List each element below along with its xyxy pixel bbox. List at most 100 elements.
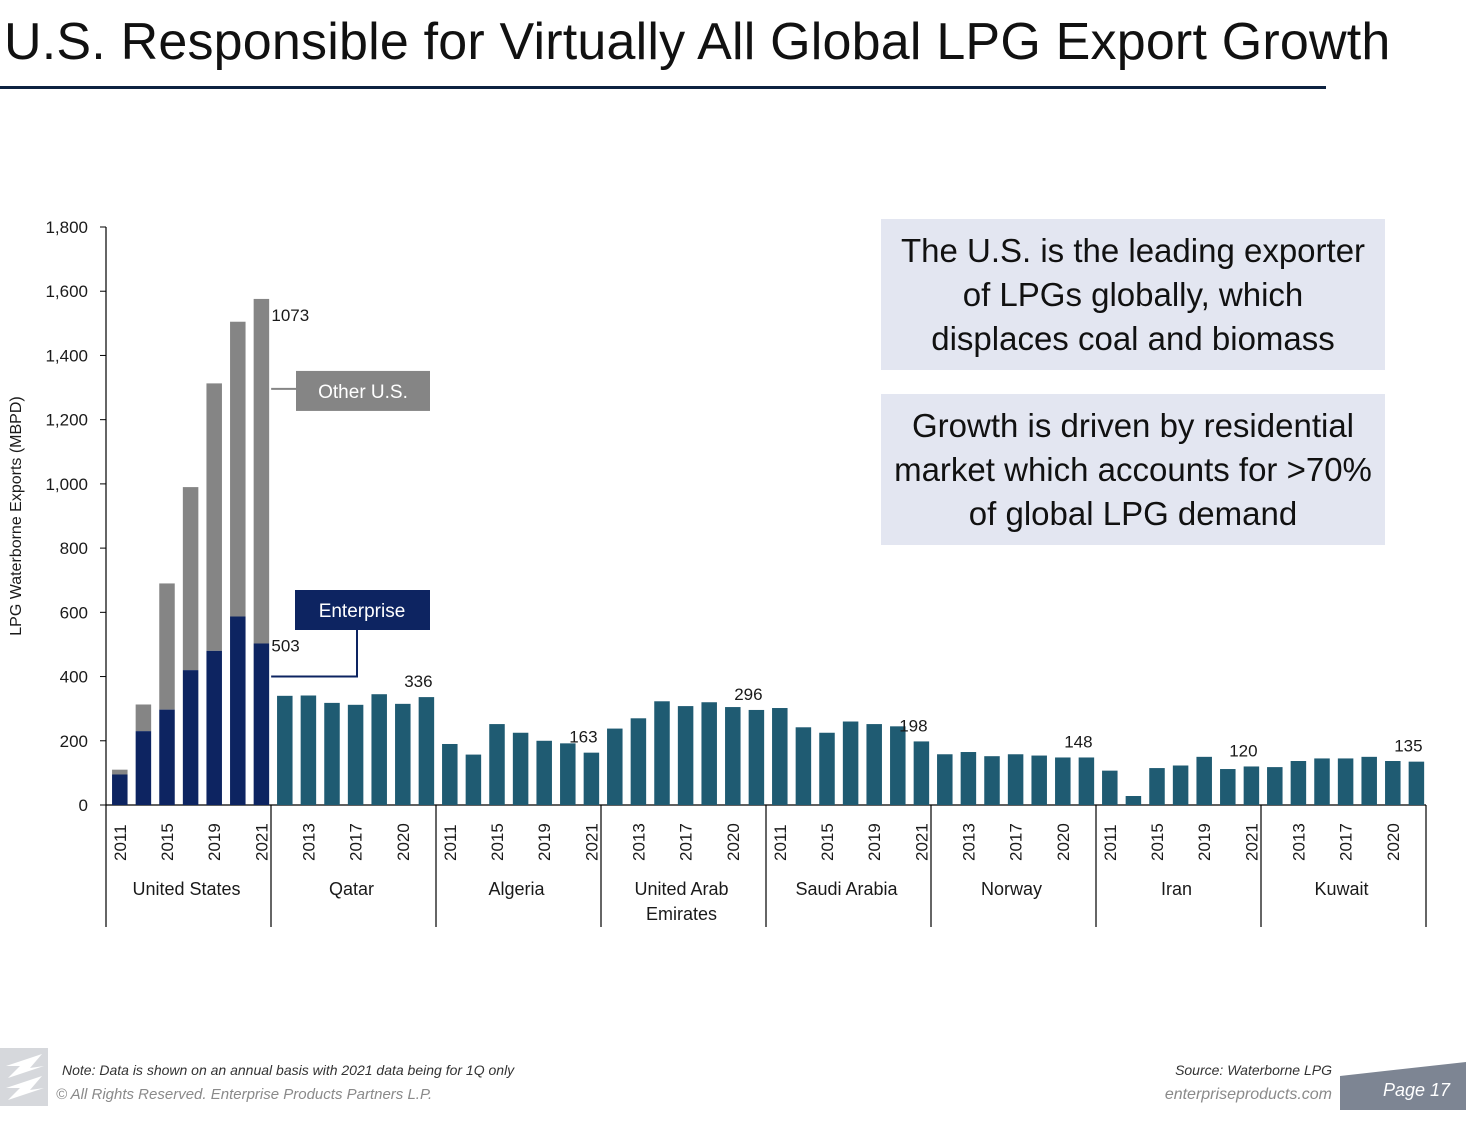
x-tick-year-label: 2013: [299, 823, 318, 861]
x-tick-year-label: 2013: [959, 823, 978, 861]
data-label: 120: [1229, 741, 1257, 760]
y-tick-label: 200: [60, 732, 88, 751]
y-tick-label: 400: [60, 668, 88, 687]
bar-kuwait: [1314, 758, 1330, 805]
x-tick-year-label: 2019: [205, 823, 224, 861]
callout-residential-growth: Growth is driven by residential market w…: [881, 394, 1385, 545]
x-tick-year-label: 2020: [724, 823, 743, 861]
bar-algeria: [512, 732, 529, 805]
bar-qatar: [300, 695, 317, 805]
bar-iran: [1125, 796, 1142, 805]
copyright: © All Rights Reserved. Enterprise Produc…: [56, 1086, 433, 1103]
x-tick-year-label: 2013: [629, 823, 648, 861]
y-tick-label: 1,800: [45, 218, 88, 237]
bar-iran: [1243, 766, 1260, 805]
bar-united-arab-emirates: [748, 709, 765, 805]
group-label: Norway: [981, 879, 1042, 899]
bar-saudi-arabia: [842, 721, 859, 805]
bar-enterprise: [112, 774, 128, 805]
bar-kuwait: [1408, 761, 1425, 805]
x-tick-year-label: 2017: [347, 823, 366, 861]
bar-qatar: [324, 702, 340, 805]
footnote: Note: Data is shown on an annual basis w…: [62, 1062, 515, 1078]
x-tick-year-label: 2015: [488, 823, 507, 861]
x-tick-year-label: 2015: [1148, 823, 1167, 861]
legend-box-enterprise: [295, 590, 430, 630]
data-label: 198: [899, 716, 927, 735]
data-label: 135: [1394, 737, 1422, 756]
x-tick-year-label: 2017: [1007, 823, 1026, 861]
bar-other-us: [253, 298, 270, 644]
bar-iran: [1220, 769, 1236, 805]
bar-kuwait: [1337, 758, 1354, 805]
bar-enterprise: [253, 643, 270, 805]
x-tick-year-label: 2021: [582, 823, 601, 861]
bar-norway: [984, 756, 1000, 805]
bar-enterprise: [159, 709, 175, 805]
group-label: Kuwait: [1314, 879, 1368, 899]
bar-saudi-arabia: [772, 708, 788, 805]
data-label: 163: [569, 728, 597, 747]
bar-other-us: [206, 383, 222, 651]
bar-qatar: [371, 694, 387, 805]
bar-other-us: [182, 487, 199, 671]
group-label: Algeria: [488, 879, 545, 899]
page-title: U.S. Responsible for Virtually All Globa…: [4, 13, 1391, 71]
lpg-exports-chart: 0 200 400 600 800 1,000 1,200 1,400 1,600 1,800 LP…: [8, 218, 1427, 927]
y-tick-label: 1,400: [45, 346, 88, 365]
x-tick-year-label: 2017: [1337, 823, 1356, 861]
data-label: 296: [734, 685, 762, 704]
title-divider: [0, 86, 1326, 89]
website-link[interactable]: enterpriseproducts.com: [1164, 1086, 1332, 1103]
bar-algeria: [465, 754, 482, 805]
x-tick-year-label: 2019: [535, 823, 554, 861]
group-label: Saudi Arabia: [795, 879, 898, 899]
bar-saudi-arabia: [795, 727, 812, 805]
x-tick-year-label: 2017: [677, 823, 696, 861]
bar-norway: [1055, 757, 1071, 805]
bar-united-arab-emirates: [677, 706, 694, 805]
bar-iran: [1149, 768, 1165, 805]
y-tick-label: 0: [79, 796, 88, 815]
bar-norway: [937, 754, 953, 805]
x-tick-year-label: 2019: [865, 823, 884, 861]
bar-other-us: [112, 769, 128, 775]
x-tick-year-label: 2011: [1101, 824, 1120, 861]
bar-enterprise: [230, 616, 246, 805]
bar-kuwait: [1267, 767, 1283, 805]
bar-iran: [1196, 756, 1212, 805]
group-label: Iran: [1161, 879, 1192, 899]
page-number: Page 17: [1382, 1080, 1450, 1100]
bar-iran: [1102, 770, 1118, 805]
y-tick-label: 600: [60, 603, 88, 622]
group-label: United States: [132, 879, 240, 899]
bar-qatar: [347, 704, 364, 805]
bar-enterprise: [135, 731, 152, 805]
x-tick-year-label: 2021: [252, 823, 271, 861]
bar-other-us: [230, 321, 246, 617]
group-label: Qatar: [329, 879, 374, 899]
bar-kuwait: [1385, 761, 1401, 805]
x-tick-year-label: 2015: [818, 823, 837, 861]
bar-qatar: [277, 695, 293, 805]
bar-united-arab-emirates: [654, 701, 670, 805]
bar-united-arab-emirates: [630, 718, 647, 805]
group-label: Emirates: [646, 904, 717, 924]
data-label: 336: [404, 672, 432, 691]
bar-norway: [1007, 754, 1024, 805]
source-note: Source: Waterborne LPG: [1175, 1062, 1332, 1078]
bar-united-arab-emirates: [607, 728, 623, 805]
data-label: 503: [271, 636, 299, 655]
y-tick-label: 1,000: [45, 475, 88, 494]
x-tick-year-label: 2019: [1195, 823, 1214, 861]
bar-kuwait: [1290, 761, 1307, 805]
bar-qatar: [395, 703, 411, 805]
x-tick-year-label: 2020: [394, 823, 413, 861]
x-tick-year-label: 2021: [912, 823, 931, 861]
bar-saudi-arabia: [866, 724, 882, 805]
bar-saudi-arabia: [890, 726, 906, 805]
bar-qatar: [418, 697, 435, 805]
bar-saudi-arabia: [819, 732, 835, 805]
bar-saudi-arabia: [913, 741, 930, 805]
bar-algeria: [583, 752, 600, 805]
